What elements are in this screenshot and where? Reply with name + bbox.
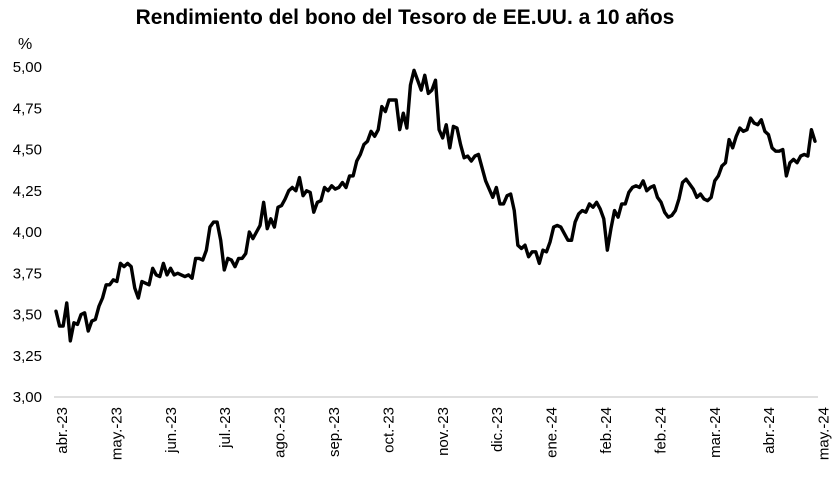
x-tick-label: jun.-23 <box>163 407 180 454</box>
x-tick-label: may.-23 <box>108 407 125 460</box>
y-tick-label: 4,25 <box>13 183 42 200</box>
x-tick-label: mar.-24 <box>707 407 724 458</box>
y-tick-label: 4,50 <box>13 142 42 159</box>
x-tick-label: ago.-23 <box>272 407 289 458</box>
chart-title: Rendimiento del bono del Tesoro de EE.UU… <box>135 6 675 29</box>
y-tick-label: 4,00 <box>13 224 42 241</box>
series-line <box>54 68 817 343</box>
y-tick-label: 5,00 <box>13 59 42 76</box>
x-tick-label: may.-24 <box>816 407 833 460</box>
y-tick-label: 3,00 <box>13 389 42 406</box>
y-axis-unit-label: % <box>18 36 32 53</box>
y-tick-label: 3,50 <box>13 307 42 324</box>
series-group <box>54 68 817 343</box>
y-tick-label: 3,75 <box>13 265 42 282</box>
x-tick-label: feb.-24 <box>652 407 669 454</box>
x-tick-label: sep.-23 <box>326 407 343 457</box>
x-tick-label: nov.-23 <box>435 407 452 456</box>
y-tick-label: 4,75 <box>13 100 42 117</box>
x-tick-label: feb.-24 <box>598 407 615 454</box>
x-tick-label: abr.-23 <box>54 407 71 454</box>
x-tick-labels: abr.-23 may.-23 jun.-23 jul.-23 ago.-23 sep.-… <box>54 407 833 460</box>
x-tick-label: ene.-24 <box>544 407 561 458</box>
x-tick-label: dic.-23 <box>489 407 506 452</box>
y-tick-label: 3,25 <box>13 348 42 365</box>
x-tick-label: jul.-23 <box>217 407 234 449</box>
x-tick-label: abr.-24 <box>761 407 778 454</box>
x-tick-label: oct.-23 <box>380 407 397 453</box>
y-tick-labels: 3,00 3,25 3,50 3,75 4,00 4,25 4,50 4,75 5,00 <box>13 59 42 406</box>
